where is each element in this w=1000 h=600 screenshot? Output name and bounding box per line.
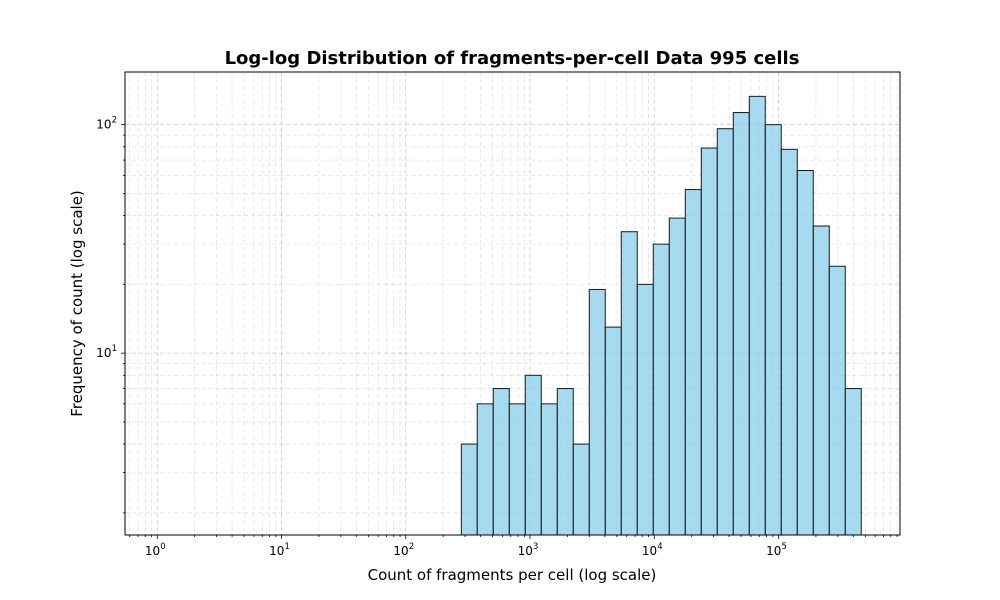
histogram-bar: [620, 231, 638, 536]
histogram-bar: [732, 112, 750, 536]
chart-title: Log-log Distribution of fragments-per-ce…: [225, 48, 800, 69]
x-tick-label: 103: [518, 542, 539, 558]
y-tick-label: 102: [96, 116, 117, 132]
histogram-bar: [508, 403, 526, 536]
histogram-bar: [812, 225, 830, 536]
x-tick-label: 102: [393, 542, 414, 558]
histogram-bar: [748, 95, 766, 536]
y-axis-label: Frequency of count (log scale): [68, 190, 86, 417]
axis-ticks: 100 101 102 103 104 105 101 102: [96, 116, 898, 558]
histogram-bar: [652, 243, 670, 536]
bars: [460, 95, 862, 536]
x-tick-label: 104: [642, 542, 663, 558]
histogram-bar: [828, 265, 846, 536]
histogram-bar: [540, 403, 558, 536]
x-axis-label: Count of fragments per cell (log scale): [368, 566, 657, 584]
histogram-bar: [780, 148, 798, 536]
histogram-bar: [556, 388, 574, 536]
histogram-bar: [764, 124, 782, 536]
histogram-bar: [604, 326, 622, 536]
histogram-bar: [700, 147, 718, 536]
x-tick-label: 105: [766, 542, 787, 558]
histogram-bar: [476, 403, 494, 536]
x-tick-label: 101: [269, 542, 290, 558]
x-tick-label: 100: [145, 542, 166, 558]
histogram-bar: [684, 189, 702, 536]
histogram-bar: [716, 128, 734, 536]
histogram-bar: [492, 388, 510, 536]
histogram-bar: [844, 388, 862, 536]
histogram-bar: [572, 443, 590, 536]
histogram-bar: [460, 443, 478, 536]
histogram-bar: [524, 374, 542, 536]
plot-frame: [124, 71, 901, 536]
y-tick-label: 101: [96, 344, 117, 360]
histogram-bar: [796, 170, 814, 536]
histogram-bar: [588, 288, 606, 536]
histogram-bar: [636, 283, 654, 536]
histogram-bar: [668, 217, 686, 536]
